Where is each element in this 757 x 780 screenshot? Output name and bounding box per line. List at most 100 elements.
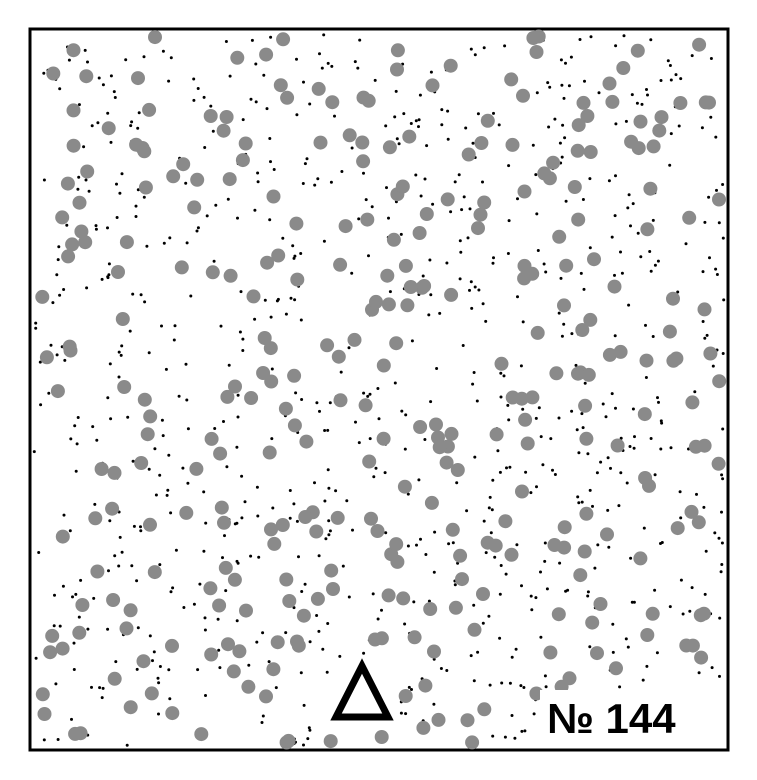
large-dot (266, 662, 281, 677)
large-dot (607, 279, 622, 294)
large-dot (417, 279, 432, 293)
small-dot (196, 87, 200, 90)
small-dot (165, 493, 169, 497)
large-dot (577, 544, 592, 559)
small-dot (655, 651, 659, 655)
large-dot (266, 189, 281, 204)
large-dot (230, 50, 245, 65)
small-dot (318, 409, 321, 413)
large-dot (670, 521, 685, 536)
large-dot (562, 671, 577, 686)
large-dot (630, 43, 645, 58)
large-dot (330, 510, 345, 525)
small-dot (301, 182, 305, 185)
small-dot (580, 412, 584, 416)
large-dot (431, 712, 446, 727)
small-dot (292, 502, 296, 506)
small-dot (627, 303, 631, 307)
large-dot (531, 29, 546, 44)
large-dot (593, 597, 608, 611)
small-dot (488, 683, 492, 687)
small-dot (241, 118, 245, 122)
small-dot (473, 53, 477, 57)
small-dot (202, 490, 206, 494)
large-dot (638, 471, 653, 485)
large-dot (111, 265, 125, 279)
small-dot (583, 79, 586, 83)
large-dot (370, 524, 385, 538)
large-dot (228, 379, 242, 394)
large-dot (697, 438, 712, 453)
small-dot (570, 409, 574, 413)
small-dot (564, 61, 567, 65)
large-dot (652, 123, 667, 138)
large-dot (504, 72, 519, 87)
small-dot (433, 530, 437, 534)
large-dot (711, 456, 726, 471)
small-dot (130, 564, 134, 568)
small-dot (320, 66, 324, 70)
large-dot (60, 176, 75, 191)
large-dot (143, 409, 158, 424)
small-dot (690, 54, 694, 58)
small-dot (644, 376, 648, 379)
small-dot (717, 221, 721, 225)
small-dot (614, 122, 618, 126)
small-dot (721, 236, 725, 240)
large-dot (144, 686, 159, 701)
large-dot (342, 128, 357, 143)
small-dot (648, 250, 652, 253)
small-dot (519, 684, 523, 688)
small-dot (364, 198, 368, 202)
small-dot (560, 334, 564, 338)
small-dot (295, 57, 298, 61)
small-dot (636, 231, 640, 235)
small-dot (414, 119, 418, 123)
small-dot (560, 155, 564, 159)
large-dot (529, 686, 544, 701)
small-dot (387, 216, 390, 220)
small-dot (171, 586, 175, 590)
small-dot (708, 256, 711, 260)
small-dot (173, 324, 177, 328)
small-dot (56, 258, 60, 262)
small-dot (126, 415, 130, 419)
small-dot (96, 121, 100, 125)
small-dot (347, 595, 351, 599)
large-dot (694, 650, 709, 665)
small-dot (135, 667, 139, 671)
small-dot (419, 194, 423, 198)
small-dot (217, 648, 221, 652)
small-dot (317, 629, 321, 633)
small-dot (659, 419, 663, 423)
small-dot (618, 685, 622, 689)
small-dot (490, 508, 494, 512)
small-dot (499, 371, 503, 375)
large-dot (260, 255, 275, 270)
small-dot (535, 485, 538, 489)
small-dot (198, 582, 202, 586)
large-dot (514, 391, 529, 406)
small-dot (644, 323, 647, 327)
large-dot (282, 594, 297, 608)
small-dot (688, 609, 692, 613)
small-dot (564, 589, 568, 593)
large-dot (72, 625, 87, 640)
small-dot (354, 420, 357, 424)
small-dot (302, 80, 305, 84)
small-dot (468, 288, 471, 292)
large-dot (398, 689, 413, 703)
small-dot (521, 320, 525, 324)
small-dot (466, 236, 470, 240)
small-dot (669, 446, 673, 450)
small-dot (112, 90, 116, 94)
small-dot (288, 516, 292, 520)
large-dot (174, 260, 189, 275)
large-dot (590, 646, 604, 661)
large-dot (204, 647, 219, 662)
small-dot (559, 276, 563, 280)
small-dot (619, 471, 623, 475)
small-dot (668, 163, 672, 167)
large-dot (376, 431, 391, 446)
small-dot (676, 290, 680, 294)
